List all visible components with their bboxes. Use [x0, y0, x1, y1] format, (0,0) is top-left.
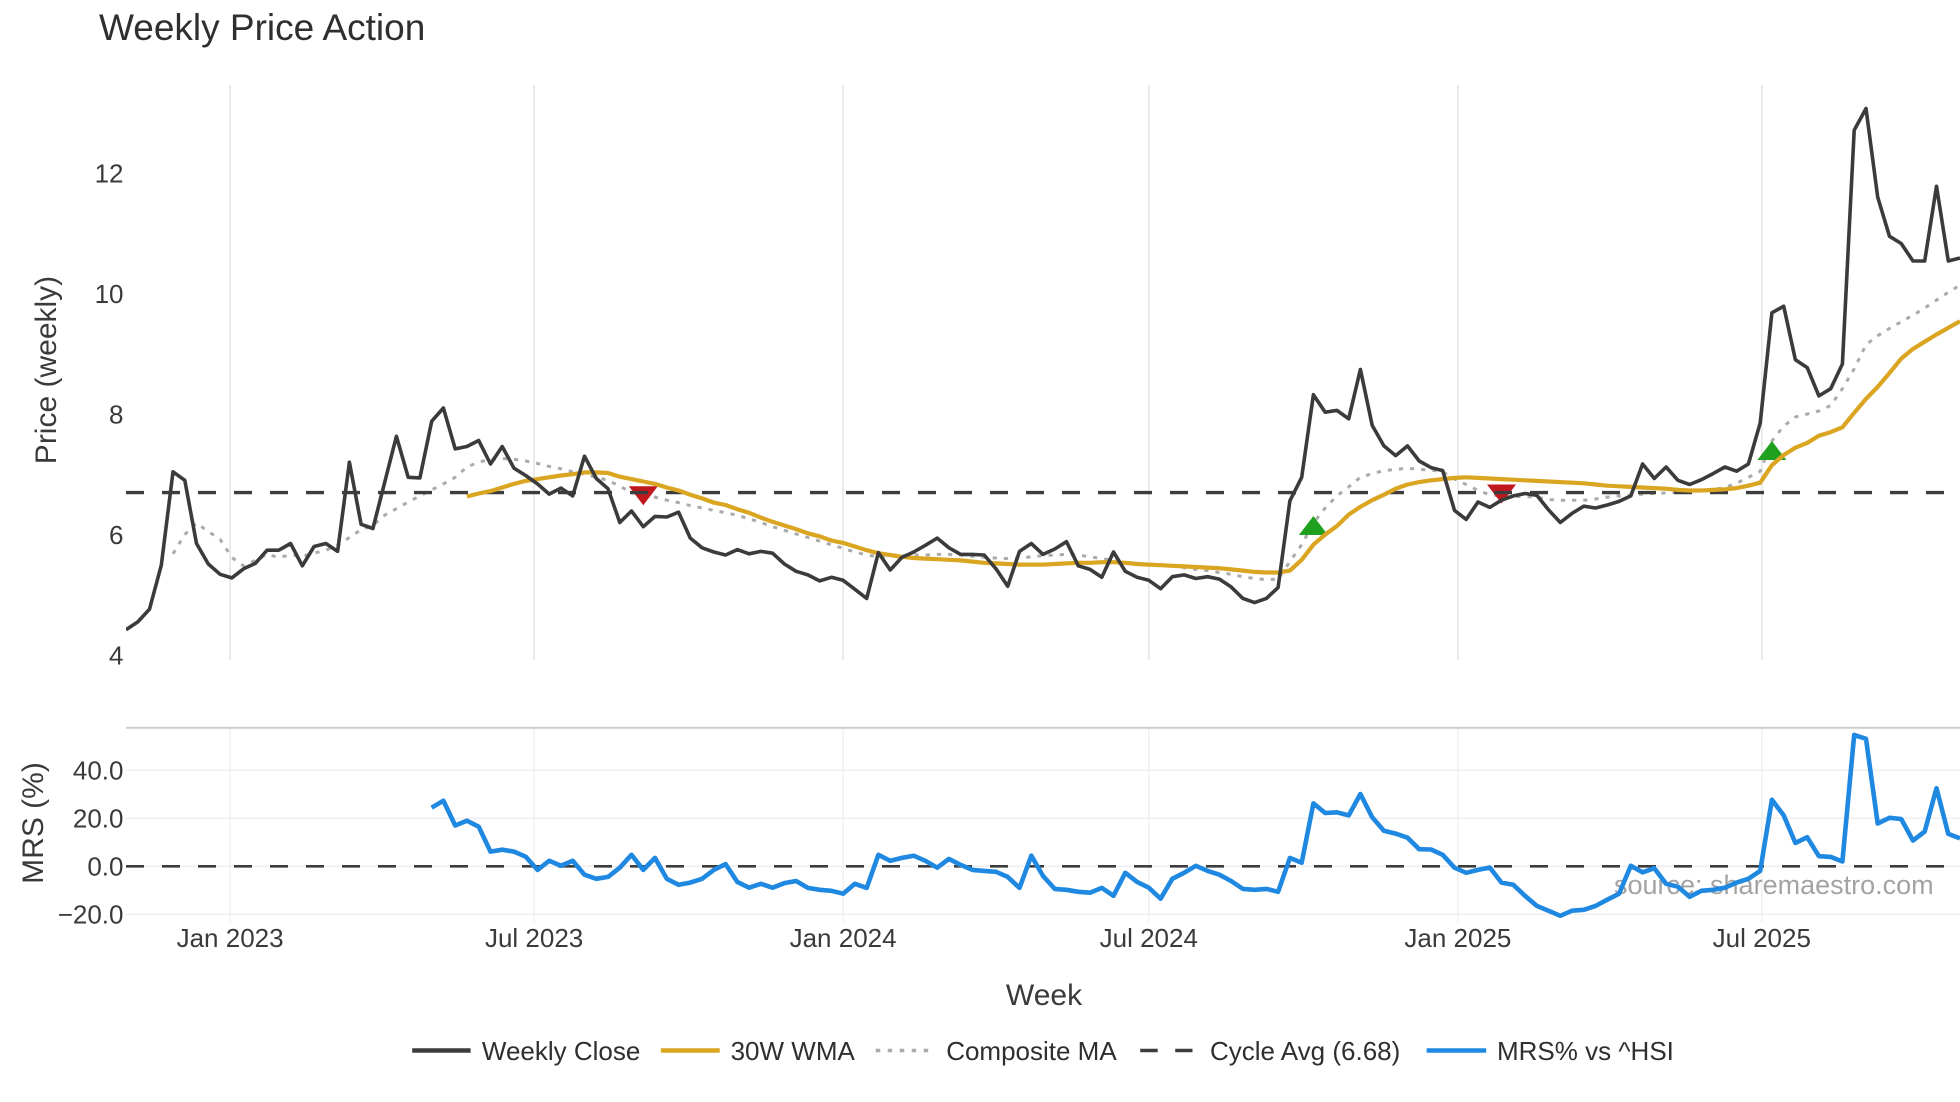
svg-text:Jul 2024: Jul 2024 — [1100, 923, 1198, 953]
svg-text:Jan 2024: Jan 2024 — [790, 923, 897, 953]
svg-text:6: 6 — [109, 520, 123, 550]
svg-text:Cycle Avg (6.68): Cycle Avg (6.68) — [1210, 1036, 1400, 1066]
svg-text:MRS (%): MRS (%) — [17, 762, 50, 884]
svg-text:Weekly Price Action: Weekly Price Action — [99, 7, 425, 48]
svg-text:10: 10 — [95, 279, 124, 309]
svg-text:MRS% vs ^HSI: MRS% vs ^HSI — [1497, 1036, 1674, 1066]
svg-text:Jan 2025: Jan 2025 — [1404, 923, 1511, 953]
svg-text:20.0: 20.0 — [73, 804, 124, 834]
svg-text:Composite MA: Composite MA — [946, 1036, 1117, 1066]
svg-text:30W WMA: 30W WMA — [731, 1036, 856, 1066]
svg-text:Jul 2025: Jul 2025 — [1713, 923, 1811, 953]
svg-text:8: 8 — [109, 399, 123, 429]
svg-text:Jan 2023: Jan 2023 — [177, 923, 284, 953]
svg-text:Weekly Close: Weekly Close — [482, 1036, 640, 1066]
svg-text:Jul 2023: Jul 2023 — [485, 923, 583, 953]
svg-text:40.0: 40.0 — [73, 756, 124, 786]
svg-text:12: 12 — [95, 158, 124, 188]
svg-text:0.0: 0.0 — [87, 852, 123, 882]
svg-text:−20.0: −20.0 — [58, 900, 124, 930]
svg-text:Price (weekly): Price (weekly) — [30, 276, 63, 464]
svg-text:4: 4 — [109, 640, 123, 670]
svg-text:Week: Week — [1006, 979, 1083, 1012]
